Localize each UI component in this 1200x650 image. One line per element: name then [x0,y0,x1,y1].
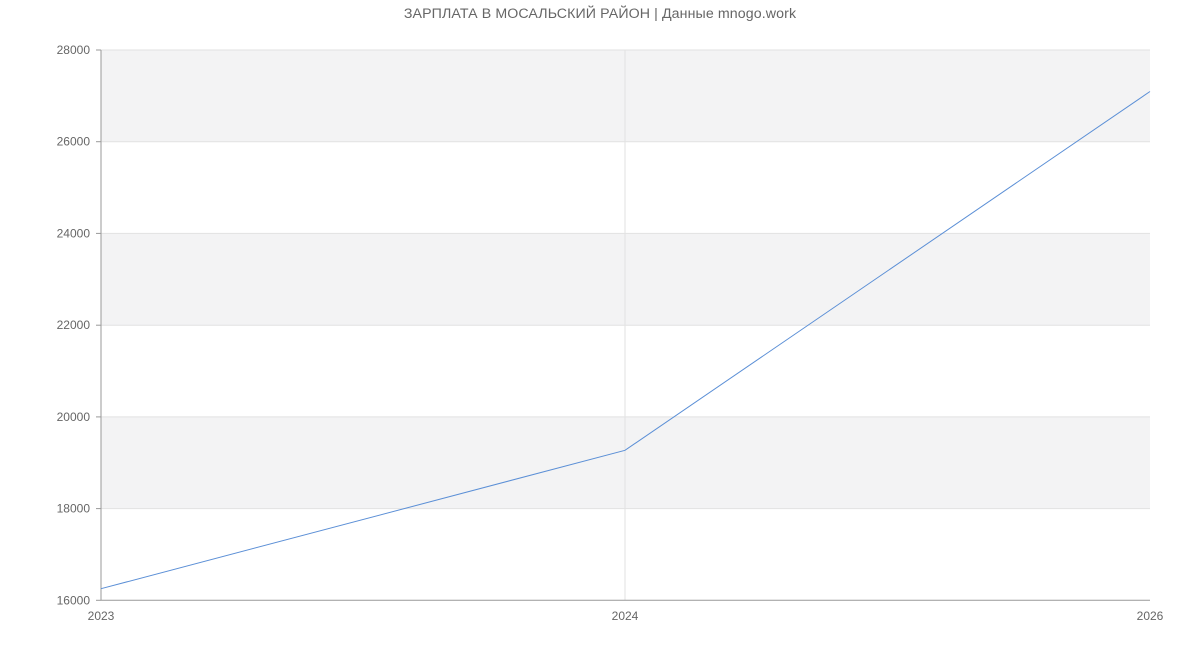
svg-text:2026: 2026 [1137,609,1164,623]
svg-text:16000: 16000 [57,593,91,607]
svg-text:20000: 20000 [57,410,91,424]
svg-text:24000: 24000 [57,226,91,240]
svg-text:18000: 18000 [57,502,91,516]
svg-text:22000: 22000 [57,318,91,332]
svg-text:2024: 2024 [612,609,639,623]
svg-text:2023: 2023 [88,609,115,623]
svg-text:28000: 28000 [57,43,91,57]
svg-text:26000: 26000 [57,135,91,149]
